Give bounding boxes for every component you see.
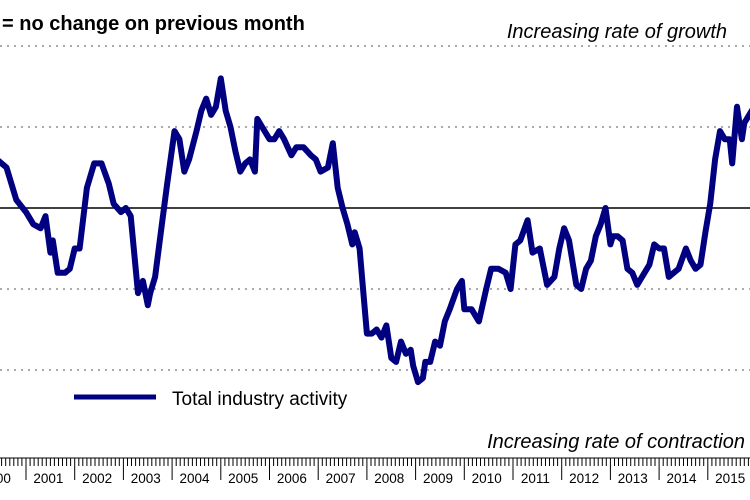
x-tick-label: 2003 xyxy=(131,471,161,486)
x-tick-label: 2012 xyxy=(569,471,599,486)
legend: Total industry activity xyxy=(74,389,348,410)
legend-label: Total industry activity xyxy=(172,389,348,410)
x-tick-label: 000 xyxy=(0,471,11,486)
x-tick-label: 2008 xyxy=(374,471,404,486)
x-tick-label: 2013 xyxy=(618,471,648,486)
x-tick-label: 2011 xyxy=(521,471,550,486)
x-axis: 000 2001 2002 2003 2004 2005 2006 2007 2008 2009 2… xyxy=(0,457,750,486)
x-tick-label: 2015 xyxy=(715,471,745,486)
series-layer xyxy=(0,75,750,386)
x-tick-label: 2005 xyxy=(228,471,258,486)
annotation-bottom: Increasing rate of contraction xyxy=(487,431,745,453)
x-tick-label: 2010 xyxy=(472,471,502,486)
x-tick-label: 2007 xyxy=(326,471,356,486)
x-tick-label: 2002 xyxy=(82,471,112,486)
series-line xyxy=(0,75,750,386)
gridlines xyxy=(0,45,750,371)
x-ticks xyxy=(1,458,749,480)
header-text: = no change on previous month xyxy=(2,13,305,35)
x-tick-label: 2001 xyxy=(33,471,63,486)
x-tick-label: 2014 xyxy=(666,471,697,486)
x-tick-label: 2006 xyxy=(277,471,307,486)
x-labels: 000 2001 2002 2003 2004 2005 2006 2007 2008 2009 2… xyxy=(0,471,745,486)
annotation-top: Increasing rate of growth xyxy=(507,21,727,43)
x-tick-label: 2004 xyxy=(179,471,210,486)
x-tick-label: 2009 xyxy=(423,471,453,486)
